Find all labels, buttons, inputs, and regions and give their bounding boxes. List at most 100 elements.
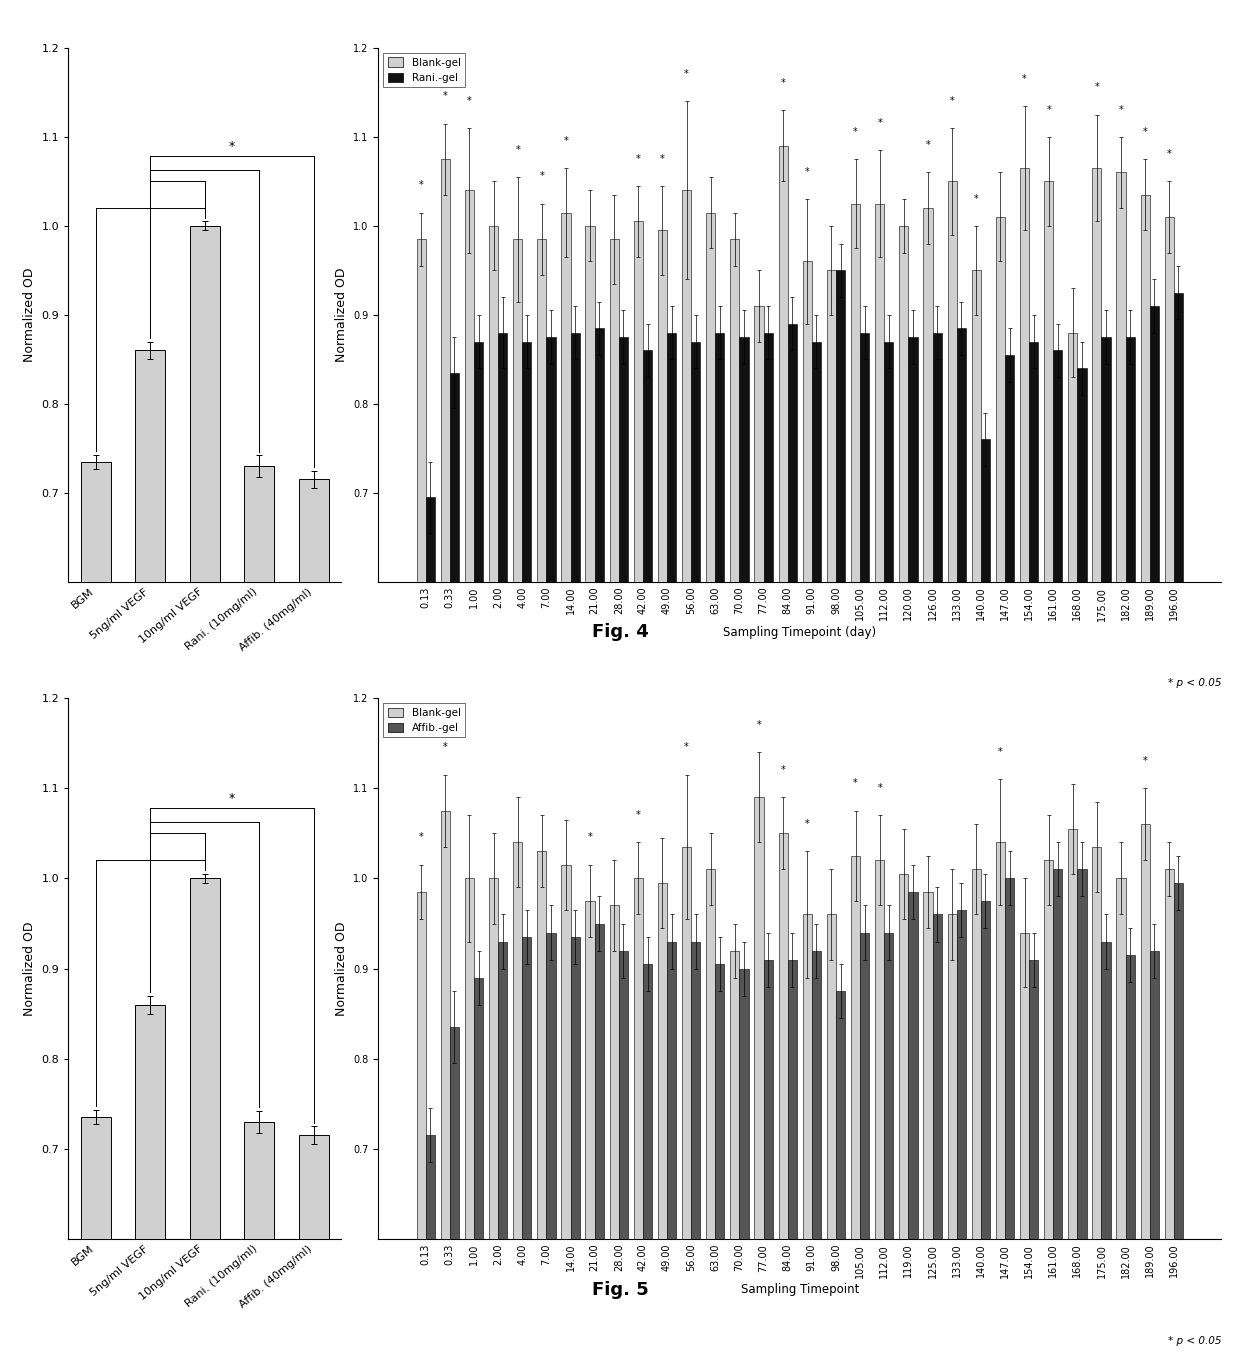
Bar [1021,932,1029,1369]
Text: * p < 0.05: * p < 0.05 [1168,1336,1221,1346]
Y-axis label: Normalized OD: Normalized OD [22,921,36,1016]
Bar [570,333,579,1116]
Text: *: * [228,140,234,153]
Text: *: * [781,765,785,775]
Bar [1141,194,1149,1116]
Bar [1053,869,1063,1369]
Text: Fig. 4: Fig. 4 [591,623,649,642]
Bar [547,337,556,1116]
Bar [474,342,484,1116]
Bar [1044,181,1053,1116]
Bar [489,226,498,1116]
Bar [932,914,941,1369]
Bar [1101,337,1111,1116]
Bar [425,1135,435,1369]
X-axis label: Sampling Timepoint (day): Sampling Timepoint (day) [723,626,877,639]
Text: *: * [805,167,810,177]
Bar [1092,847,1101,1369]
Bar [972,271,981,1116]
Bar [1044,861,1053,1369]
Bar [764,960,773,1369]
Bar [619,337,627,1116]
Bar [440,159,450,1116]
Text: *: * [756,720,761,730]
Bar [135,1005,165,1369]
Text: Fig. 5: Fig. 5 [591,1280,649,1299]
Text: *: * [973,193,978,204]
Bar [1149,307,1159,1116]
Text: *: * [1143,756,1147,765]
Bar [739,969,749,1369]
Bar [498,942,507,1369]
Bar [1116,172,1126,1116]
Text: *: * [563,136,568,146]
Bar [836,271,846,1116]
Bar [1029,960,1038,1369]
Bar [836,991,846,1369]
Bar [909,893,918,1369]
Bar [754,307,764,1116]
Text: *: * [660,153,665,164]
Bar [642,964,652,1369]
Bar [547,932,556,1369]
Bar [1164,216,1174,1116]
Bar [1149,950,1159,1369]
Bar [1092,168,1101,1116]
Bar [875,861,884,1369]
Bar [190,879,219,1369]
Bar [425,497,435,1116]
Text: *: * [636,153,641,164]
Text: *: * [1047,104,1052,115]
Bar [764,333,773,1116]
Bar [682,847,691,1369]
Bar [537,852,547,1369]
Y-axis label: Normalized OD: Normalized OD [22,267,36,363]
Bar [1174,883,1183,1369]
Bar [1068,333,1078,1116]
Bar [658,883,667,1369]
Text: *: * [781,78,785,88]
Bar [634,879,642,1369]
Text: *: * [1167,149,1172,159]
Y-axis label: Normalized OD: Normalized OD [335,267,347,363]
Bar [861,333,869,1116]
Bar [924,893,932,1369]
Bar [244,1121,274,1369]
Text: *: * [878,118,882,129]
Bar [812,950,821,1369]
Bar [450,1027,459,1369]
Bar [884,932,894,1369]
Bar [899,226,909,1116]
Text: *: * [878,783,882,793]
Bar [610,905,619,1369]
Bar [754,797,764,1369]
Legend: Blank-gel, Affib.-gel: Blank-gel, Affib.-gel [383,704,465,738]
Text: *: * [1143,127,1147,137]
Bar [489,879,498,1369]
Bar [585,901,595,1369]
Bar [522,936,532,1369]
Bar [1101,942,1111,1369]
Bar [691,342,701,1116]
Bar [730,240,739,1116]
Bar [465,190,474,1116]
Text: *: * [419,181,424,190]
Text: *: * [467,96,471,105]
Text: *: * [419,832,424,842]
Bar [851,856,861,1369]
Bar [1164,869,1174,1369]
Bar [981,439,990,1116]
Bar [932,333,941,1116]
Bar [947,181,957,1116]
Bar [706,212,715,1116]
Bar [682,190,691,1116]
Bar [1126,337,1135,1116]
Text: *: * [516,145,520,155]
Bar [884,342,894,1116]
Bar [595,924,604,1369]
Text: *: * [1022,74,1027,84]
Text: *: * [1095,82,1100,93]
Bar [909,337,918,1116]
Bar [715,964,724,1369]
Bar [634,222,642,1116]
